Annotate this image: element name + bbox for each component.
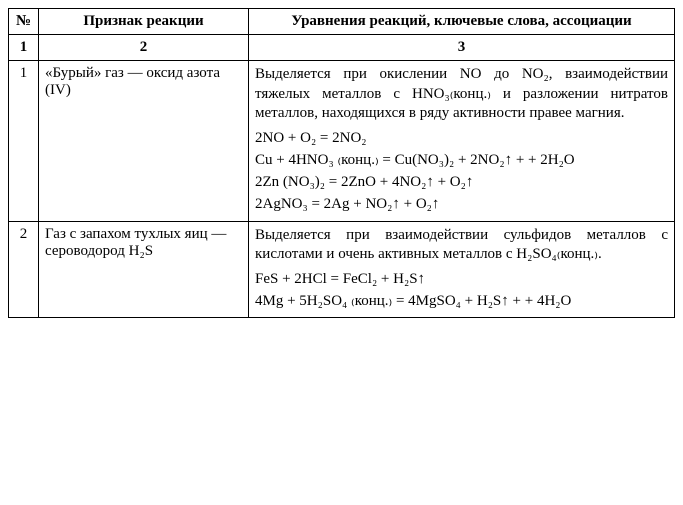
equation: 2AgNO₃ = 2Ag + NO₂↑ + O₂↑ — [255, 194, 668, 214]
subheader-row: 1 2 3 — [9, 35, 675, 61]
reactions-table: № Признак реакции Уравнения реакций, клю… — [8, 8, 675, 318]
equation: Cu + 4HNO₃ ₍конц.₎ = Cu(NO₃)₂ + 2NO₂↑ + … — [255, 150, 668, 170]
row-equations: Выделяется при взаимодействии сульфидов … — [249, 221, 675, 318]
row-desc: Выделяется при окислении NO до NO₂, взаи… — [255, 65, 668, 124]
equation: FeS + 2HCl = FeCl₂ + H₂S↑ — [255, 269, 668, 289]
subheader-1: 1 — [9, 35, 39, 61]
equation: 4Mg + 5H₂SO₄ ₍конц.₎ = 4MgSO₄ + H₂S↑ + +… — [255, 291, 668, 311]
table-row: 2 Газ с запахом тухлых яиц — сероводород… — [9, 221, 675, 318]
row-sign: «Бурый» газ — оксид азота (IV) — [39, 61, 249, 222]
equation: 2Zn (NO₃)₂ = 2ZnO + 4NO₂↑ + O₂↑ — [255, 172, 668, 192]
row-sign: Газ с запахом тухлых яиц — сероводород H… — [39, 221, 249, 318]
subheader-3: 3 — [249, 35, 675, 61]
header-num: № — [9, 9, 39, 35]
header-eq: Уравнения реакций, ключевые слова, ассоц… — [249, 9, 675, 35]
row-equations: Выделяется при окислении NO до NO₂, взаи… — [249, 61, 675, 222]
table-row: 1 «Бурый» газ — оксид азота (IV) Выделяе… — [9, 61, 675, 222]
row-desc: Выделяется при взаимодействии сульфидов … — [255, 226, 668, 265]
row-number: 1 — [9, 61, 39, 222]
row-number: 2 — [9, 221, 39, 318]
header-sign: Признак реакции — [39, 9, 249, 35]
subheader-2: 2 — [39, 35, 249, 61]
equation: 2NO + O₂ = 2NO₂ — [255, 128, 668, 148]
header-row: № Признак реакции Уравнения реакций, клю… — [9, 9, 675, 35]
